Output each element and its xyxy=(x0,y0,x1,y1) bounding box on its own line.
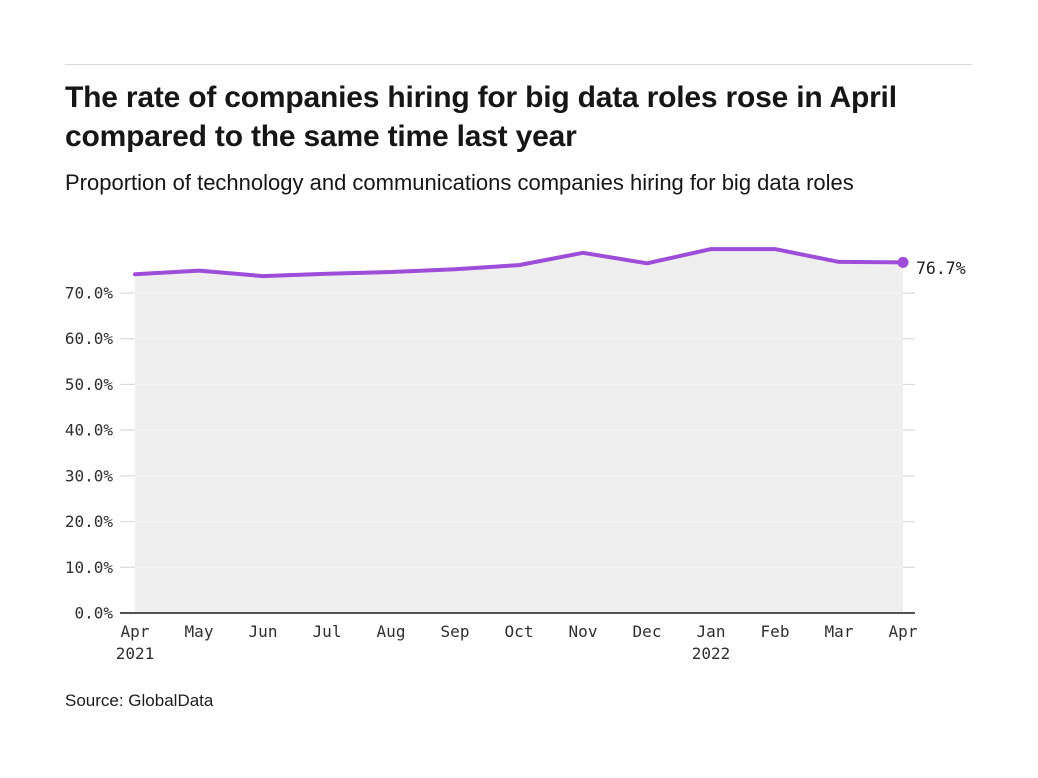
year-label: 2021 xyxy=(116,644,155,663)
x-tick-label: Jan xyxy=(697,622,726,641)
y-tick-label: 30.0% xyxy=(65,466,114,485)
x-tick-label: May xyxy=(185,622,214,641)
x-tick-label: Oct xyxy=(505,622,534,641)
page-title: The rate of companies hiring for big dat… xyxy=(65,81,897,153)
trend-line xyxy=(133,247,905,279)
chart-subtitle: Proportion of technology and communicati… xyxy=(65,170,854,195)
x-tick-label: Jul xyxy=(313,622,342,641)
y-axis-labels: 0.0% 10.0% 20.0% 30.0% 40.0% 50.0% 60.0% 70.0% xyxy=(65,284,114,623)
x-tick-label: Sep xyxy=(441,622,470,641)
x-tick-label: Jun xyxy=(249,622,278,641)
x-tick-label: Apr xyxy=(889,622,918,641)
header-divider xyxy=(65,64,972,65)
end-point-marker xyxy=(897,256,909,268)
area-fill xyxy=(135,249,903,613)
x-tick-label: Mar xyxy=(825,622,854,641)
end-value-label: 76.7% xyxy=(916,259,966,278)
inner-gridlines xyxy=(135,292,903,568)
x-tick-label: Nov xyxy=(569,622,598,641)
year-label: 2022 xyxy=(692,644,731,663)
y-tick-label: 60.0% xyxy=(65,329,114,348)
x-axis-labels: Apr May Jun Jul Aug Sep Oct Nov Dec Jan Feb Mar Apr 2… xyxy=(116,622,918,663)
source-credit: Source: GlobalData xyxy=(65,691,214,710)
y-tick-label: 70.0% xyxy=(65,284,114,303)
y-tick-label: 40.0% xyxy=(65,421,114,440)
y-tick-label: 20.0% xyxy=(65,512,114,531)
x-tick-label: Aug xyxy=(377,622,406,641)
x-tick-label: Apr xyxy=(121,622,150,641)
y-tick-label: 10.0% xyxy=(65,558,114,577)
y-tick-label: 50.0% xyxy=(65,375,114,394)
x-tick-label: Dec xyxy=(633,622,662,641)
x-tick-label: Feb xyxy=(761,622,790,641)
y-tick-label: 0.0% xyxy=(74,604,113,623)
